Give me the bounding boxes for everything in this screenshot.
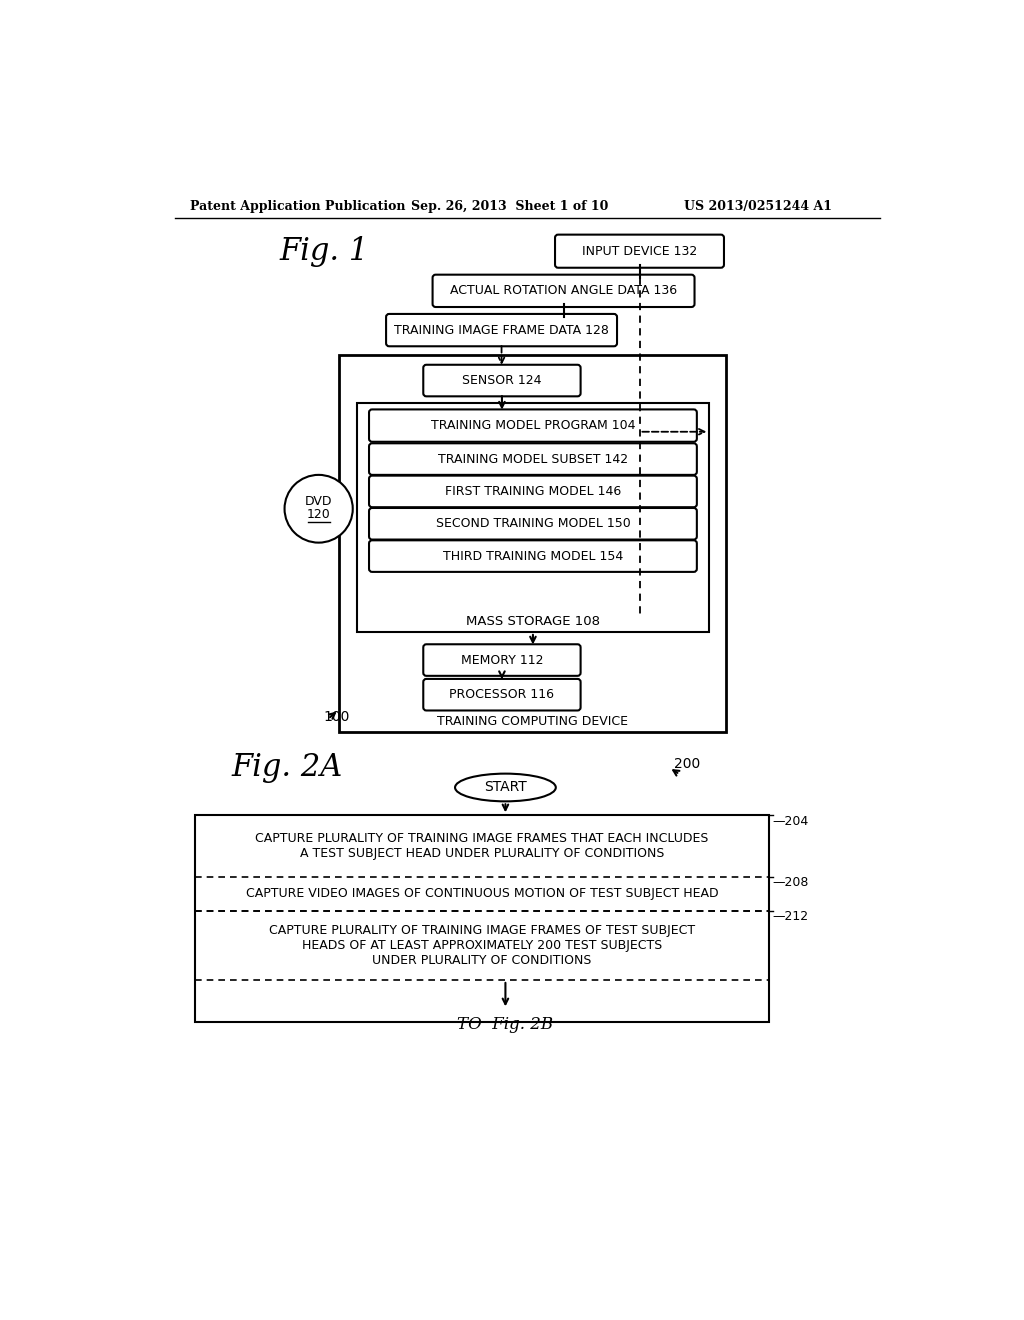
Text: Patent Application Publication: Patent Application Publication xyxy=(190,201,406,214)
Text: 100: 100 xyxy=(324,710,349,725)
Text: TRAINING COMPUTING DEVICE: TRAINING COMPUTING DEVICE xyxy=(437,714,628,727)
Text: 120: 120 xyxy=(307,508,331,521)
FancyBboxPatch shape xyxy=(555,235,724,268)
FancyBboxPatch shape xyxy=(369,508,697,540)
Text: 200: 200 xyxy=(674,756,699,771)
Bar xyxy=(196,816,769,1022)
Text: TRAINING IMAGE FRAME DATA 128: TRAINING IMAGE FRAME DATA 128 xyxy=(394,323,609,337)
Text: Fig. 1: Fig. 1 xyxy=(280,236,369,267)
Text: TRAINING MODEL PROGRAM 104: TRAINING MODEL PROGRAM 104 xyxy=(431,418,635,432)
Text: CAPTURE PLURALITY OF TRAINING IMAGE FRAMES OF TEST SUBJECT
HEADS OF AT LEAST APP: CAPTURE PLURALITY OF TRAINING IMAGE FRAM… xyxy=(269,924,695,966)
Text: CAPTURE PLURALITY OF TRAINING IMAGE FRAMES THAT EACH INCLUDES
A TEST SUBJECT HEA: CAPTURE PLURALITY OF TRAINING IMAGE FRAM… xyxy=(255,832,709,861)
Text: MASS STORAGE 108: MASS STORAGE 108 xyxy=(466,615,600,628)
Bar xyxy=(339,355,726,733)
Text: SECOND TRAINING MODEL 150: SECOND TRAINING MODEL 150 xyxy=(435,517,631,531)
FancyBboxPatch shape xyxy=(386,314,617,346)
FancyBboxPatch shape xyxy=(423,364,581,396)
Text: ACTUAL ROTATION ANGLE DATA 136: ACTUAL ROTATION ANGLE DATA 136 xyxy=(450,284,677,297)
Text: CAPTURE VIDEO IMAGES OF CONTINUOUS MOTION OF TEST SUBJECT HEAD: CAPTURE VIDEO IMAGES OF CONTINUOUS MOTIO… xyxy=(246,887,719,900)
Text: INPUT DEVICE 132: INPUT DEVICE 132 xyxy=(582,244,697,257)
Text: US 2013/0251244 A1: US 2013/0251244 A1 xyxy=(684,201,833,214)
Text: SENSOR 124: SENSOR 124 xyxy=(462,374,542,387)
FancyBboxPatch shape xyxy=(369,444,697,475)
FancyBboxPatch shape xyxy=(423,678,581,710)
Text: START: START xyxy=(484,780,526,795)
Text: PROCESSOR 116: PROCESSOR 116 xyxy=(450,688,554,701)
Circle shape xyxy=(285,475,352,543)
FancyBboxPatch shape xyxy=(369,409,697,442)
Bar xyxy=(356,404,710,632)
Text: FIRST TRAINING MODEL 146: FIRST TRAINING MODEL 146 xyxy=(444,484,622,498)
Ellipse shape xyxy=(455,774,556,801)
Text: DVD: DVD xyxy=(305,495,333,508)
Text: —212: —212 xyxy=(773,911,809,924)
Text: —204: —204 xyxy=(773,814,809,828)
Text: TRAINING MODEL SUBSET 142: TRAINING MODEL SUBSET 142 xyxy=(438,453,628,466)
Text: TO  Fig. 2B: TO Fig. 2B xyxy=(458,1016,554,1034)
FancyBboxPatch shape xyxy=(423,644,581,676)
Text: —208: —208 xyxy=(773,876,809,890)
FancyBboxPatch shape xyxy=(432,275,694,308)
FancyBboxPatch shape xyxy=(369,540,697,572)
Text: MEMORY 112: MEMORY 112 xyxy=(461,653,543,667)
Text: Sep. 26, 2013  Sheet 1 of 10: Sep. 26, 2013 Sheet 1 of 10 xyxy=(411,201,608,214)
FancyBboxPatch shape xyxy=(369,475,697,507)
Text: THIRD TRAINING MODEL 154: THIRD TRAINING MODEL 154 xyxy=(442,549,623,562)
Text: Fig. 2A: Fig. 2A xyxy=(231,752,342,783)
